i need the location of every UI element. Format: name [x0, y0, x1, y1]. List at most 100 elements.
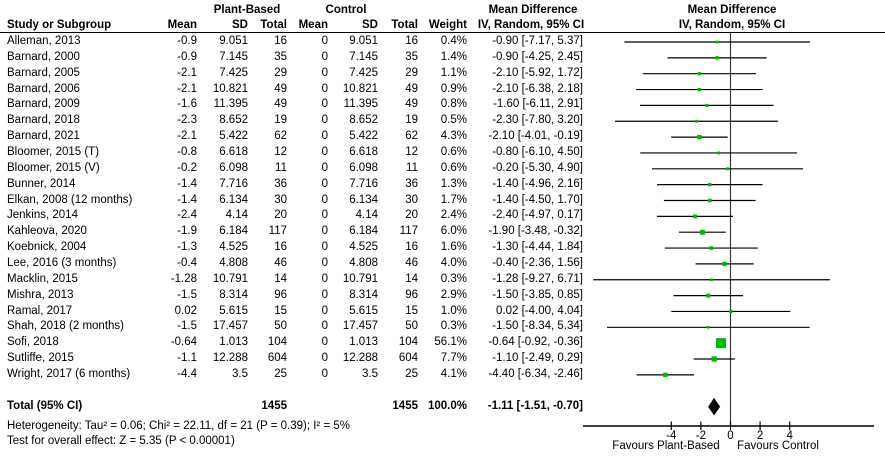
ci-text-cell: -1.30 [-4.44, 1.84] [492, 241, 583, 254]
ci-text-cell: -1.60 [-6.11, 2.91] [493, 98, 583, 111]
pb-mean-cell: -1.9 [177, 225, 197, 238]
pb-total-cell: 49 [274, 82, 287, 95]
pb-mean-cell: -2.4 [177, 209, 197, 222]
pb-sd-cell: 7.716 [219, 177, 248, 190]
pb-mean-cell: -1.5 [177, 320, 197, 333]
study-row: Macklin, 2015 -1.28 10.791 14 0 10.791 14 0.3% -… [0, 272, 885, 288]
pb-mean-header: Mean [167, 19, 197, 31]
ci-text-cell: -2.10 [-4.01, -0.19] [488, 130, 583, 143]
c-sd-cell: 10.821 [342, 82, 378, 95]
ci-text-cell: -0.90 [-4.25, 2.45] [492, 50, 583, 63]
pb-mean-cell: -2.1 [177, 82, 197, 95]
c-total-cell: 11 [406, 161, 418, 174]
c-total-cell: 50 [405, 320, 418, 333]
c-sd-cell: 1.013 [349, 336, 378, 349]
pb-sd-cell: 10.821 [212, 82, 248, 95]
c-mean-cell: 0 [321, 320, 328, 333]
pb-total-cell: 15 [274, 304, 287, 317]
pb-sd-header: SD [232, 19, 248, 31]
iv-random-column-header: IV, Random, 95% CI [477, 19, 585, 31]
pb-mean-cell: -0.64 [170, 336, 197, 349]
c-sd-cell: 17.457 [342, 320, 378, 333]
pb-sd-cell: 6.618 [219, 146, 248, 159]
c-sd-cell: 7.425 [349, 66, 378, 79]
study-name-cell: Wright, 2017 (6 months) [7, 367, 131, 380]
pb-total-cell: 25 [274, 367, 287, 380]
study-row: Mishra, 2013 -1.5 8.314 96 0 8.314 96 2.9% -1.50… [0, 288, 885, 304]
study-row: Kahleova, 2020 -1.9 6.184 117 0 6.184 117 6.0% -… [0, 224, 885, 240]
pb-mean-cell: -0.9 [177, 50, 197, 63]
c-total-cell: 19 [405, 114, 418, 127]
pb-mean-cell: -2.1 [177, 66, 197, 79]
study-row: Barnard, 2018 -2.3 8.652 19 0 8.652 19 0.5% -2.3… [0, 113, 885, 129]
c-total-cell: 62 [405, 130, 418, 143]
pb-total-cell: 46 [274, 256, 287, 269]
axis-tick-label: 0 [727, 430, 734, 442]
pb-sd-cell: 10.791 [212, 272, 248, 285]
c-mean-cell: 0 [321, 130, 328, 143]
c-mean-cell: 0 [321, 209, 328, 222]
c-sd-cell: 4.808 [349, 256, 378, 269]
pb-sd-cell: 5.615 [219, 304, 248, 317]
study-row: Lee, 2016 (3 months) -0.4 4.808 46 0 4.808 46 4… [0, 256, 885, 272]
weight-cell: 1.0% [440, 304, 467, 317]
c-mean-cell: 0 [321, 336, 328, 349]
c-sd-header: SD [362, 19, 378, 31]
c-mean-cell: 0 [321, 35, 328, 48]
pb-total-cell: 19 [274, 114, 287, 127]
study-name-cell: Bloomer, 2015 (T) [7, 146, 100, 159]
study-name-cell: Alleman, 2013 [7, 35, 81, 48]
weight-cell: 2.9% [440, 288, 467, 301]
weight-cell: 0.6% [440, 146, 467, 159]
pb-mean-cell: -1.28 [170, 272, 197, 285]
ci-text-cell: -2.40 [-4.97, 0.17] [492, 209, 583, 222]
pb-total-header: Total [260, 19, 287, 31]
c-sd-cell: 4.14 [355, 209, 378, 222]
ci-text-cell: -1.90 [-3.48, -0.32] [488, 225, 583, 238]
pb-total-cell: 16 [274, 35, 287, 48]
pb-total-cell: 16 [274, 241, 287, 254]
overall-effect-text: Test for overall effect: Z = 5.35 (P < 0… [7, 435, 235, 447]
pb-mean-cell: -4.4 [177, 367, 197, 380]
ci-text-cell: -1.50 [-3.85, 0.85] [492, 288, 583, 301]
c-sd-cell: 9.051 [349, 35, 378, 48]
weight-cell: 2.4% [440, 209, 467, 222]
study-name-cell: Sutliffe, 2015 [7, 352, 74, 365]
ci-text-cell: -0.64 [-0.92, -0.36] [488, 336, 583, 349]
study-row: Sutliffe, 2015 -1.1 12.288 604 0 12.288 604 7.7… [0, 351, 885, 367]
pb-mean-cell: -0.4 [177, 256, 197, 269]
c-total-header: Total [391, 19, 418, 31]
c-total-cell: 16 [405, 35, 418, 48]
total-pb-n: 1455 [261, 399, 287, 412]
pb-total-cell: 20 [274, 209, 287, 222]
study-name-cell: Ramal, 2017 [7, 304, 73, 317]
c-mean-cell: 0 [321, 50, 328, 63]
study-row: Jenkins, 2014 -2.4 4.14 20 0 4.14 20 2.4% -2.40 … [0, 208, 885, 224]
weight-cell: 0.9% [440, 82, 467, 95]
study-name-cell: Bunner, 2014 [7, 177, 76, 190]
pb-sd-cell: 9.051 [219, 35, 248, 48]
pb-mean-cell: -0.9 [177, 35, 197, 48]
weight-cell: 1.1% [440, 66, 467, 79]
c-mean-header: Mean [298, 19, 328, 31]
c-total-cell: 14 [405, 272, 418, 285]
c-total-cell: 36 [405, 177, 418, 190]
weight-cell: 4.1% [440, 367, 467, 380]
ci-text-cell: -1.40 [-4.50, 1.70] [492, 193, 583, 206]
c-total-cell: 15 [405, 304, 418, 317]
c-sd-cell: 8.314 [349, 288, 378, 301]
pb-sd-cell: 3.5 [232, 367, 248, 380]
c-total-cell: 16 [405, 241, 418, 254]
study-name-cell: Macklin, 2015 [7, 272, 78, 285]
pb-sd-cell: 8.314 [219, 288, 248, 301]
pb-sd-cell: 8.652 [219, 114, 248, 127]
pb-sd-cell: 4.808 [219, 256, 248, 269]
ci-text-cell: -0.90 [-7.17, 5.37] [492, 35, 583, 48]
pb-mean-cell: -0.8 [177, 146, 197, 159]
c-total-cell: 25 [405, 367, 418, 380]
c-sd-cell: 12.288 [342, 352, 378, 365]
c-total-cell: 96 [405, 288, 418, 301]
pb-total-cell: 29 [274, 66, 287, 79]
pb-mean-cell: -1.1 [177, 352, 197, 365]
